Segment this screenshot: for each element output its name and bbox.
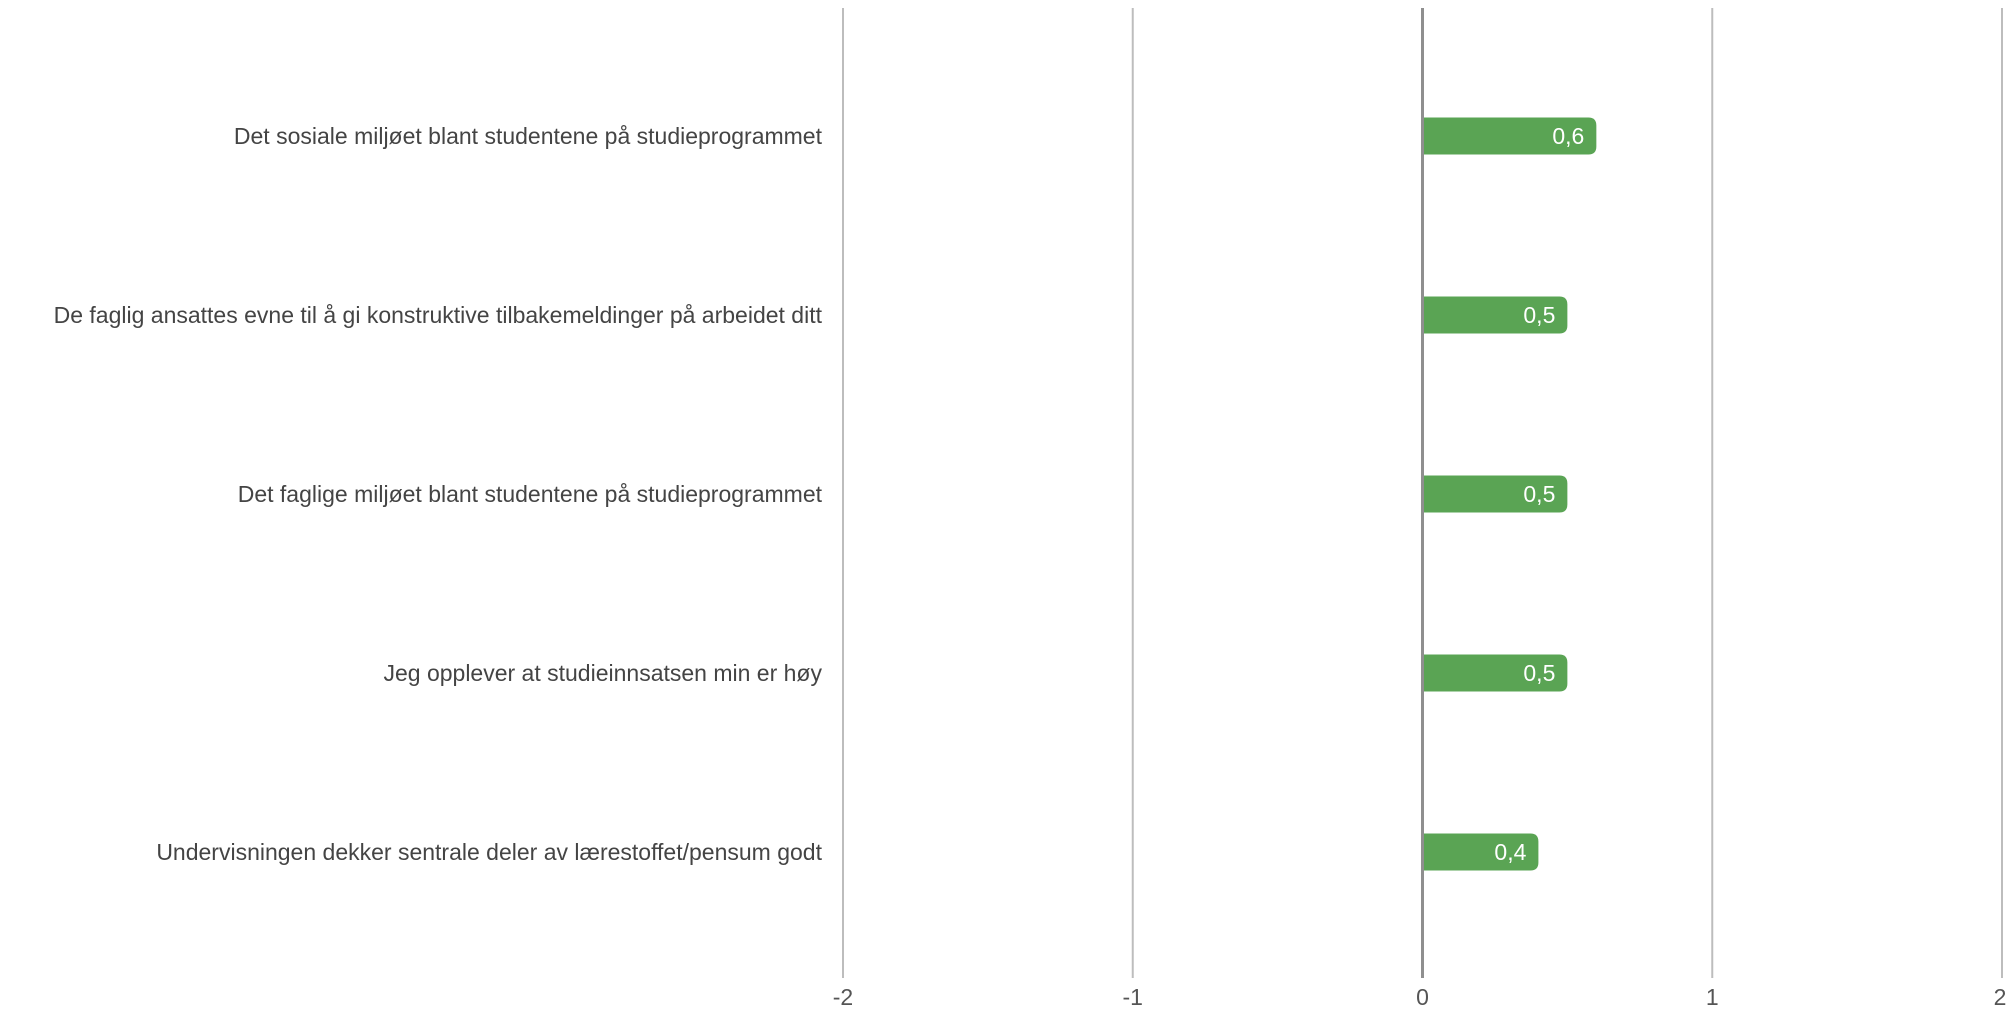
gridlines	[842, 8, 2003, 978]
category-label: Jeg opplever at studieinnsatsen min er h…	[383, 660, 822, 686]
bar-value-label: 0,6	[1552, 123, 1584, 149]
bar-4	[1422, 833, 1539, 871]
bar-3	[1422, 654, 1568, 692]
bar-value-label: 0,4	[1494, 839, 1526, 865]
bar-value-label: 0,5	[1523, 481, 1555, 507]
x-axis-ticks: -2 -1 0 1 2	[833, 984, 2007, 1010]
bar-2	[1422, 475, 1568, 513]
bars: 0,6 0,5 0,5 0,5 0,4	[1422, 117, 1597, 871]
x-tick-label: 0	[1416, 984, 1429, 1010]
category-label: De faglig ansattes evne til å gi konstru…	[54, 302, 823, 328]
bar-value-label: 0,5	[1523, 302, 1555, 328]
x-tick-label: -1	[1123, 984, 1143, 1010]
bar-0	[1422, 117, 1597, 155]
bar-value-label: 0,5	[1523, 660, 1555, 686]
category-label: Undervisningen dekker sentrale deler av …	[156, 839, 822, 865]
category-label: Det faglige miljøet blant studentene på …	[238, 481, 823, 507]
x-tick-label: 1	[1706, 984, 1719, 1010]
x-tick-label: 2	[1994, 984, 2007, 1010]
category-labels: Det sosiale miljøet blant studentene på …	[54, 123, 823, 865]
bar-1	[1422, 296, 1568, 334]
x-tick-label: -2	[833, 984, 853, 1010]
category-label: Det sosiale miljøet blant studentene på …	[234, 123, 823, 149]
